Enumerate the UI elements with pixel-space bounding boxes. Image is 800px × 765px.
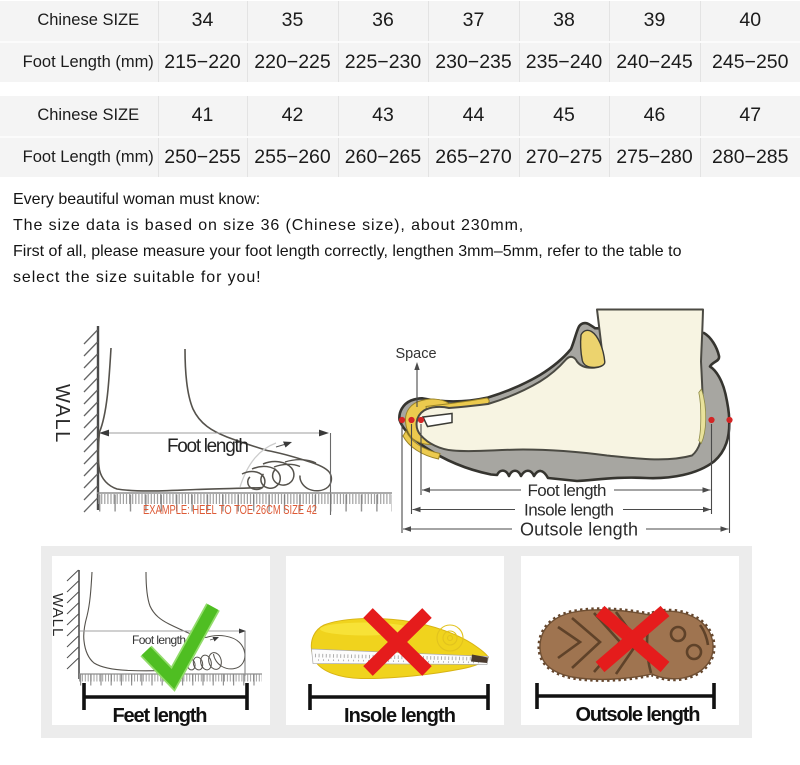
svg-text:WALL: WALL — [49, 593, 66, 637]
svg-text:Outsole length: Outsole length — [576, 704, 701, 726]
svg-text:Space: Space — [395, 346, 436, 362]
svg-text:Foot length: Foot length — [528, 481, 607, 500]
svg-text:Foot length: Foot length — [167, 436, 249, 457]
svg-text:Feet length: Feet length — [113, 705, 208, 727]
svg-text:Insole length: Insole length — [524, 501, 614, 520]
svg-text:Insole length: Insole length — [344, 705, 456, 727]
svg-text:Foot length: Foot length — [132, 633, 186, 647]
svg-text:Outsole length: Outsole length — [520, 520, 638, 540]
svg-text:EXAMPLE: HEEL TO TOE 26CM SIZE: EXAMPLE: HEEL TO TOE 26CM SIZE 42 — [143, 502, 317, 517]
svg-text:WALL: WALL — [51, 384, 73, 444]
